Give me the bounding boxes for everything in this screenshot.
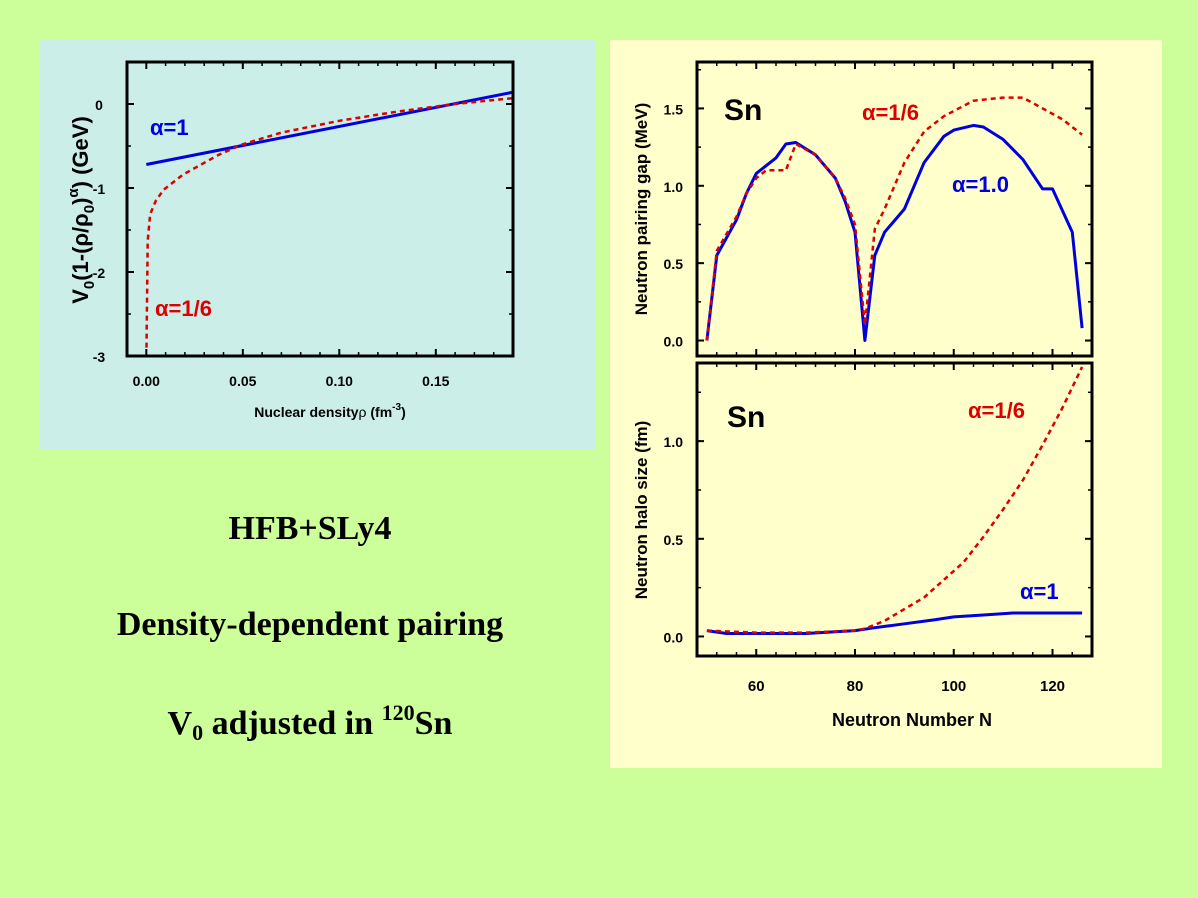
x-tick-label: 0.15 <box>422 373 449 389</box>
series-line-alpha-1-6 <box>706 366 1084 634</box>
plot-frame <box>695 60 1094 358</box>
y-axis-label: V0(1-(ρ/ρ0)α) (GeV) <box>65 116 98 304</box>
y-tick-label: 0.0 <box>664 629 684 645</box>
y-axis-label: Neutron halo size (fm) <box>632 421 651 600</box>
legend-alpha-1: α=1 <box>150 115 189 140</box>
legend-alpha-1-6: α=1/6 <box>968 398 1025 423</box>
y-tick-label: 0 <box>95 97 103 113</box>
legend-alpha-1-6: α=1/6 <box>155 296 212 321</box>
density-plot-panel <box>40 40 596 449</box>
series-line-alpha-1-6 <box>145 96 513 348</box>
y-tick-label: -2 <box>93 265 106 281</box>
element-label-sn: Sn <box>724 94 762 127</box>
series-line-alpha-1 <box>146 90 513 166</box>
caption-pairing: Density-dependent pairing <box>116 606 504 643</box>
x-tick-label: 100 <box>941 678 966 695</box>
x-axis-label: Nuclear densityρ (fm-3) <box>254 402 405 420</box>
plot-frame <box>695 361 1094 658</box>
halo-size-chart: Neutron halo size (fm) Neutron Number N … <box>632 361 1094 730</box>
y-tick-label: -3 <box>93 349 106 365</box>
y-tick-label: 1.5 <box>664 101 684 117</box>
caption-method: HFB+SLy4 <box>228 510 392 547</box>
x-tick-label: 80 <box>847 678 864 695</box>
element-label-sn: Sn <box>727 401 765 434</box>
y-tick-label: 0.0 <box>664 334 684 350</box>
axes: 0.00 0.05 0.10 0.15 0 -1 -2 -3 <box>93 61 513 389</box>
x-tick-label: 60 <box>748 678 765 695</box>
x-axis-label: Neutron Number N <box>832 710 992 730</box>
x-tick-label: 0.10 <box>326 373 353 389</box>
y-axis-label: Neutron pairing gap (MeV) <box>632 103 651 316</box>
y-tick-label: 0.5 <box>664 256 684 272</box>
series-line-alpha-1-6 <box>705 96 1083 341</box>
plot-frame <box>125 60 515 358</box>
pairing-gap-chart: Neutron pairing gap (MeV) Sn α=1/6 α=1.0… <box>632 60 1094 358</box>
density-potential-chart: V0(1-(ρ/ρ0)α) (GeV) Nuclear densityρ (fm… <box>65 60 515 420</box>
legend-alpha-1: α=1 <box>1020 579 1059 604</box>
x-tick-label: 0.05 <box>229 373 256 389</box>
caption-v0: V0 adjusted in 120Sn <box>167 700 453 745</box>
sn-plots-panel <box>610 40 1162 768</box>
series-line-alpha-1 <box>705 123 1084 342</box>
x-tick-label: 120 <box>1040 678 1065 695</box>
legend-alpha-1-6: α=1/6 <box>862 100 919 125</box>
y-tick-label: -1 <box>93 181 106 197</box>
x-tick-label: 0.00 <box>133 373 160 389</box>
y-tick-label: 0.5 <box>664 532 684 548</box>
y-tick-label: 1.0 <box>664 434 684 450</box>
legend-alpha-1-0: α=1.0 <box>952 172 1009 197</box>
y-tick-label: 1.0 <box>664 179 684 195</box>
